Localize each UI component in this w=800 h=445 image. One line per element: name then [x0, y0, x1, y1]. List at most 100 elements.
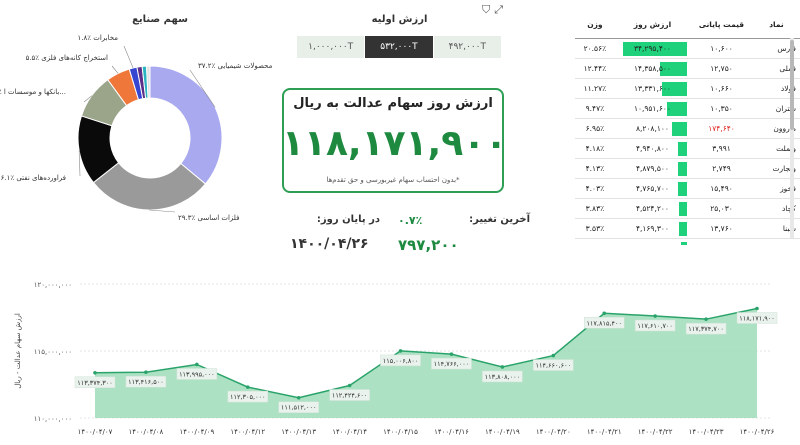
table-row[interactable]: ۴.۱۸٪ ۴,۹۴۰,۸۰۰ ۳,۹۹۱ وبملت	[575, 138, 800, 159]
donut-slice[interactable]	[149, 65, 223, 185]
donut-leader-line	[149, 209, 176, 213]
data-label: ۱۱۳,۹۹۵,۰۰۰	[179, 370, 215, 378]
expand-icon[interactable]: ⤢	[494, 3, 508, 16]
table-row[interactable]: ۴.۱۳٪ ۴,۸۷۹,۵۰۰ ۲,۷۴۹ وتجارت	[575, 158, 800, 179]
cell-weight: ۴.۱۳٪	[575, 158, 615, 179]
table-row[interactable]: ۴.۰۳٪ ۴,۷۶۵,۷۰۰ ۱۵,۴۹۰ فخوز	[575, 178, 800, 199]
day-value-bar	[671, 121, 688, 136]
data-point[interactable]	[144, 370, 148, 375]
header-price[interactable]: قیمت پایانی	[690, 12, 753, 39]
donut-slice[interactable]	[92, 162, 207, 211]
initial-option-1000000[interactable]: ۱,۰۰۰,۰۰۰T	[297, 36, 366, 58]
y-axis-label: ارزش سهام عدالت - ریال	[14, 313, 22, 389]
main-value-card	[282, 88, 504, 193]
table-scrollbar[interactable]	[790, 38, 794, 238]
cell-day-value: ۸,۲۰۸,۱۰۰	[614, 118, 691, 139]
top-icons: ⛉⤢	[482, 3, 507, 17]
day-value-bar	[666, 101, 688, 116]
data-label: ۱۱۷,۳۷۴,۷۰۰	[688, 325, 724, 333]
data-label-bg	[125, 375, 167, 388]
cell-day-value: ۴,۱۶۹,۳۰۰	[614, 218, 691, 239]
data-label-bg	[74, 376, 116, 389]
day-value-bar	[623, 41, 688, 56]
table-row[interactable]: ۳.۵۳٪ ۴,۱۶۹,۳۰۰ ۱۳,۷۶۰شبنا	[575, 218, 800, 239]
cell-price: ۱۳,۷۶۰	[690, 218, 753, 239]
initial-option-492000[interactable]: ۴۹۲,۰۰۰T	[433, 36, 502, 58]
x-tick-label: ۱۴۰۰/۰۴/۱۲	[230, 428, 265, 436]
table-row[interactable]: ۲.۹۴٪ ۳,۴۷۷,۷۰۰ ۱۲,۰۰۰رمپنا	[575, 238, 800, 245]
x-tick-label: ۱۴۰۰/۰۴/۲۳	[689, 428, 724, 436]
data-label-bg	[583, 317, 625, 329]
cell-name: فخوز	[752, 178, 800, 199]
cell-day-value: ۱۴,۳۵۸,۵۰۰	[614, 58, 691, 79]
cell-price: ۱۲,۰۰۰	[690, 238, 753, 245]
cell-price: ۲,۷۴۹	[690, 158, 753, 179]
cell-price: ۱۰,۶۶۰	[690, 78, 753, 99]
data-point[interactable]	[398, 349, 403, 353]
data-point[interactable]	[602, 311, 607, 316]
y-tick-label: ۱۱۰,۰۰۰,۰۰۰	[34, 415, 72, 423]
data-point[interactable]	[704, 317, 708, 321]
cell-weight: ۴.۰۳٪	[575, 178, 615, 199]
data-point[interactable]	[755, 306, 759, 311]
cell-name: کچاد	[752, 198, 800, 219]
cell-name: شبنا	[752, 218, 800, 239]
day-value-bar	[678, 201, 688, 216]
data-point[interactable]	[653, 314, 657, 318]
cell-day-value: ۴,۵۲۴,۲۰۰	[614, 198, 691, 219]
table-row[interactable]: ۳.۸۳٪ ۴,۵۲۴,۲۰۰ ۲۵,۰۳۰ کچاد	[575, 198, 800, 219]
header-day-value[interactable]: ارزش روز	[614, 12, 691, 39]
cell-weight: ۱۲.۴۴٪	[575, 58, 615, 79]
data-point[interactable]	[195, 362, 199, 367]
day-value-text: ۳۴,۲۹۵,۴۰۰	[633, 43, 671, 53]
donut-leader-line	[123, 45, 134, 69]
cell-name: رمپنا	[752, 238, 800, 245]
table-row[interactable]: ۱۲.۴۴٪ ۱۴,۳۵۸,۵۰۰ ۱۲,۷۵۰ فملی	[575, 58, 800, 79]
table-scrollbar-thumb[interactable]	[790, 40, 794, 130]
table-row[interactable]: ۲۰.۵۶٪ ۳۴,۲۹۵,۴۰۰ ۱۰,۶۰۰ فارس	[575, 38, 800, 59]
donut-leader-line	[83, 95, 92, 103]
header-weight[interactable]: وزن	[575, 12, 615, 39]
donut-leader-line	[111, 65, 119, 74]
value-history-chart: ۱۱۰,۰۰۰,۰۰۰ ۱۱۵,۰۰۰,۰۰۰ ۱۲۰,۰۰۰,۰۰۰ ارزش سه…	[14, 281, 778, 436]
data-label-bg	[685, 322, 727, 335]
day-value-bar	[662, 81, 688, 96]
filter-icon[interactable]: ⛉	[482, 3, 495, 16]
initial-option-532000[interactable]: ۵۳۲,۰۰۰T	[365, 36, 434, 58]
y-tick-label: ۱۲۰,۰۰۰,۰۰۰	[34, 281, 72, 289]
data-point[interactable]	[551, 353, 556, 358]
industry-donut-chart: ۳۷.۲٪ محصولات شیمیایی ۲۹.۳٪ فلزات اساسی ۱۶…	[0, 34, 273, 222]
day-value-text: ۴,۸۷۹,۵۰۰	[635, 163, 669, 173]
day-value-bar	[680, 241, 688, 245]
cell-day-value: ۳۴,۲۹۵,۴۰۰	[614, 38, 691, 59]
data-label-bg	[278, 401, 319, 413]
cell-name: وتجارت	[752, 158, 800, 179]
data-label: ۱۱۲,۳۰۵,۰۰۰	[230, 393, 266, 401]
donut-label: ۱۰.۴٪ بانکها و موسسات ا...	[0, 88, 66, 96]
last-change-label: آخرین تغییر:	[469, 214, 530, 225]
day-value-text: ۱۰,۹۵۱,۶۰۰	[633, 103, 671, 113]
table-row[interactable]: ۹.۴۷٪ ۱۰,۹۵۱,۶۰۰ ۱۰,۳۵۰ شتران	[575, 98, 800, 119]
header-name[interactable]: نماد	[752, 12, 800, 39]
day-value-bar	[678, 181, 688, 196]
cell-name: فولاد	[752, 78, 800, 99]
donut-label: ۲۹.۳٪ فلزات اساسی	[178, 214, 239, 222]
x-tick-label: ۱۴۰۰/۰۴/۲۲	[638, 428, 673, 436]
initial-value-selector[interactable]: ۱,۰۰۰,۰۰۰T ۵۳۲,۰۰۰T ۴۹۲,۰۰۰T	[297, 36, 502, 58]
data-point[interactable]	[500, 365, 505, 369]
donut-label: ۵.۵٪ استخراج کانه‌های فلزی	[26, 54, 108, 62]
data-label-bg	[227, 390, 269, 403]
table-row[interactable]: ۶.۹۵٪ ۸,۲۰۸,۱۰۰ ۱۷۴,۶۴۰ ماروون	[575, 118, 800, 139]
data-point[interactable]	[245, 385, 250, 389]
data-point[interactable]	[449, 352, 454, 356]
table-row[interactable]: ۱۱.۲۷٪ ۱۳,۳۳۱,۶۰۰ ۱۰,۶۶۰ فولاد	[575, 78, 800, 99]
data-label: ۱۱۲,۴۲۴,۶۰۰	[332, 392, 368, 400]
cell-day-value: ۱۳,۳۳۱,۶۰۰	[614, 78, 691, 99]
data-point[interactable]	[296, 395, 301, 400]
end-of-day-date: ۱۴۰۰/۰۴/۲۶	[290, 236, 369, 252]
day-value-bar	[678, 161, 688, 176]
data-point[interactable]	[93, 370, 97, 375]
donut-slice[interactable]	[145, 65, 151, 99]
data-label-bg	[329, 389, 370, 401]
data-point[interactable]	[347, 383, 352, 388]
